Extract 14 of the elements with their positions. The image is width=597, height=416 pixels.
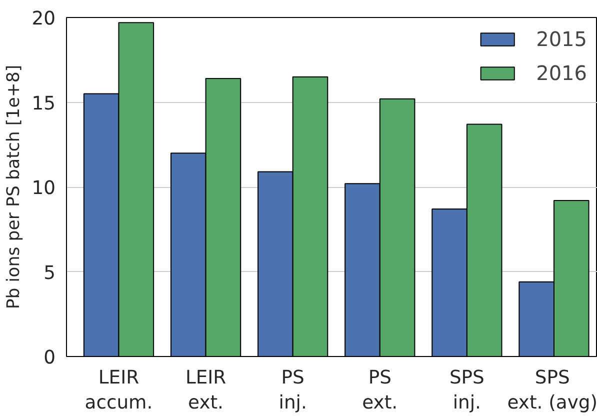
y-tick-label: 15: [32, 93, 56, 114]
x-tick-label: LEIR accum.: [84, 368, 153, 414]
y-tick-label: 20: [32, 8, 56, 30]
legend-label: 2015: [536, 27, 587, 51]
y-axis-title: Pb ions per PS batch [1e+8]: [4, 64, 24, 310]
x-tick-label: SPS ext. (avg): [507, 368, 597, 414]
y-tick-label: 5: [44, 262, 56, 284]
y-tick-label: 0: [44, 348, 56, 368]
x-tick-label: SPS inj.: [449, 368, 484, 414]
y-tick-label: 10: [32, 178, 56, 199]
x-tick-label: PS ext.: [362, 368, 398, 414]
x-tick-label: LEIR ext.: [185, 368, 226, 414]
legend-label: 2016: [536, 61, 587, 85]
x-tick-label: PS inj.: [278, 368, 307, 414]
